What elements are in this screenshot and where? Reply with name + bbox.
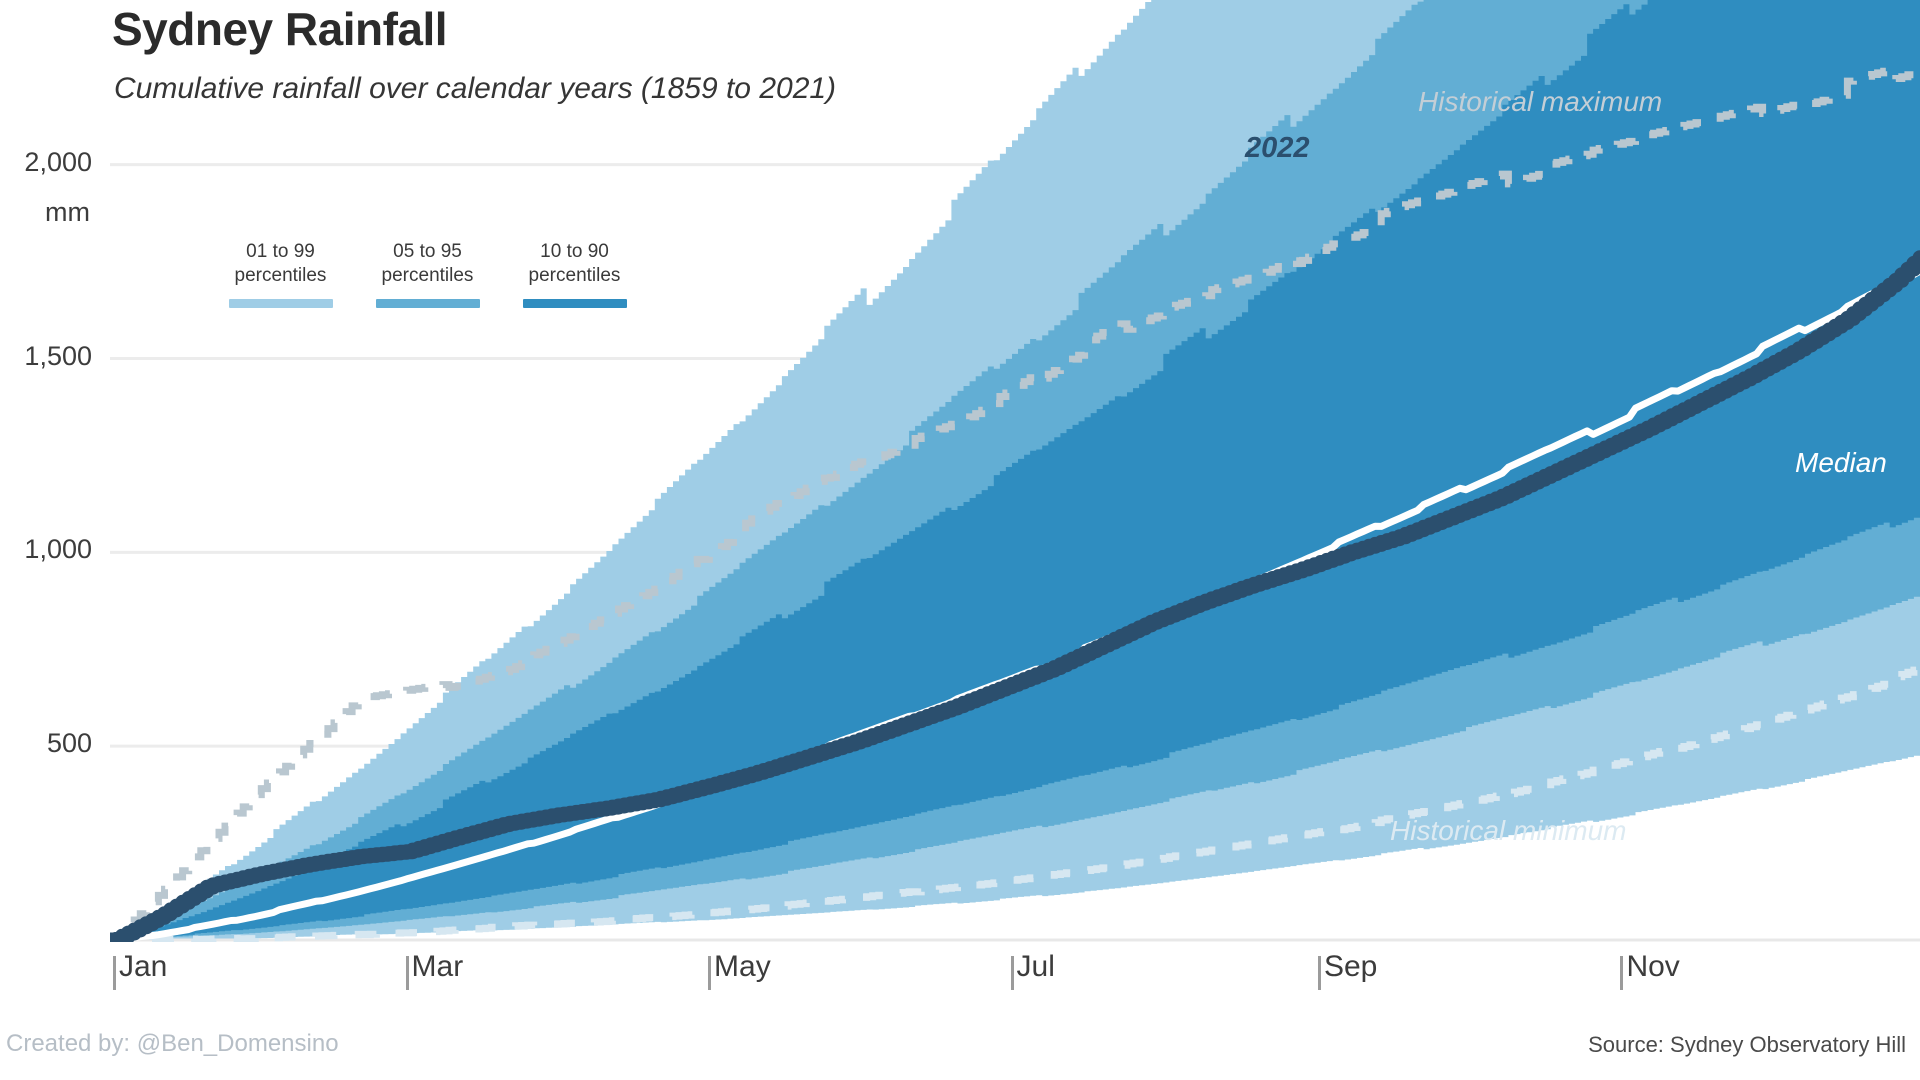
x-axis-tick-label: May xyxy=(714,950,771,983)
x-axis-tick-label: Mar xyxy=(411,950,464,983)
footer-source: Source: Sydney Observatory Hill xyxy=(1588,1032,1906,1057)
legend-swatch-05-95 xyxy=(375,298,480,308)
annotation-historical-minimum: Historical minimum xyxy=(1390,815,1627,846)
historical-maximum-line xyxy=(110,67,1920,942)
legend-label-line1: 10 to 90 xyxy=(540,241,609,262)
legend-label-line1: 05 to 95 xyxy=(393,241,462,262)
annotation-current-year: 2022 xyxy=(1245,132,1310,164)
x-axis-tick-mar: Mar xyxy=(405,950,464,990)
legend-label-line2: percentiles xyxy=(234,264,327,286)
x-axis-tick-jan: Jan xyxy=(112,950,168,990)
page-title: Sydney Rainfall xyxy=(112,3,448,55)
current-year-line-2022 xyxy=(110,250,1920,942)
x-axis-tick-sep: Sep xyxy=(1317,950,1378,990)
legend-swatch-10-90 xyxy=(522,298,627,308)
y-axis-tick-2000: 2,000 xyxy=(24,146,92,177)
band-10-90 xyxy=(110,0,1920,940)
x-axis-tick-label: Jul xyxy=(1016,950,1055,983)
x-axis-tick-label: Sep xyxy=(1323,950,1378,983)
x-axis-tick-nov: Nov xyxy=(1620,950,1680,990)
x-axis-tick-may: May xyxy=(708,952,771,990)
legend-label-line2: percentiles xyxy=(528,264,621,286)
legend-item-10-90[interactable]: 10 to 90 percentiles xyxy=(516,240,633,308)
legend-item-01-99[interactable]: 01 to 99 percentiles xyxy=(222,240,339,308)
chart-subtitle: Cumulative rainfall over calendar years … xyxy=(114,72,837,105)
y-axis-tick-500: 500 xyxy=(46,728,92,759)
annotation-historical-maximum: Historical maximum xyxy=(1418,86,1663,117)
x-axis-tick-mark xyxy=(112,956,116,990)
annotation-median: Median xyxy=(1795,447,1887,478)
y-axis-tick-1000: 1,000 xyxy=(24,534,92,565)
y-axis-tick-1500: 1,500 xyxy=(24,340,92,371)
legend-label-line1: 01 to 99 xyxy=(246,241,315,262)
x-axis-tick-mark xyxy=(1010,956,1014,990)
x-axis-tick-mark xyxy=(708,956,712,990)
x-axis-tick-label: Nov xyxy=(1626,950,1680,983)
x-axis-tick-jul: Jul xyxy=(1010,950,1055,990)
x-axis-tick-mark xyxy=(1620,956,1624,990)
x-axis-tick-mark xyxy=(405,956,409,990)
footer-credit: Created by: @Ben_Domensino xyxy=(6,1030,339,1057)
percentile-legend: 01 to 99 percentiles 05 to 95 percentile… xyxy=(222,240,633,308)
x-axis-tick-mark xyxy=(1317,956,1321,990)
x-axis-tick-label: Jan xyxy=(118,950,168,983)
y-axis-unit-label: mm xyxy=(45,197,90,227)
historical-minimum-line xyxy=(110,666,1920,942)
legend-item-05-95[interactable]: 05 to 95 percentiles xyxy=(369,240,486,308)
legend-label-line2: percentiles xyxy=(381,264,474,286)
legend-swatch-01-99 xyxy=(228,298,333,308)
